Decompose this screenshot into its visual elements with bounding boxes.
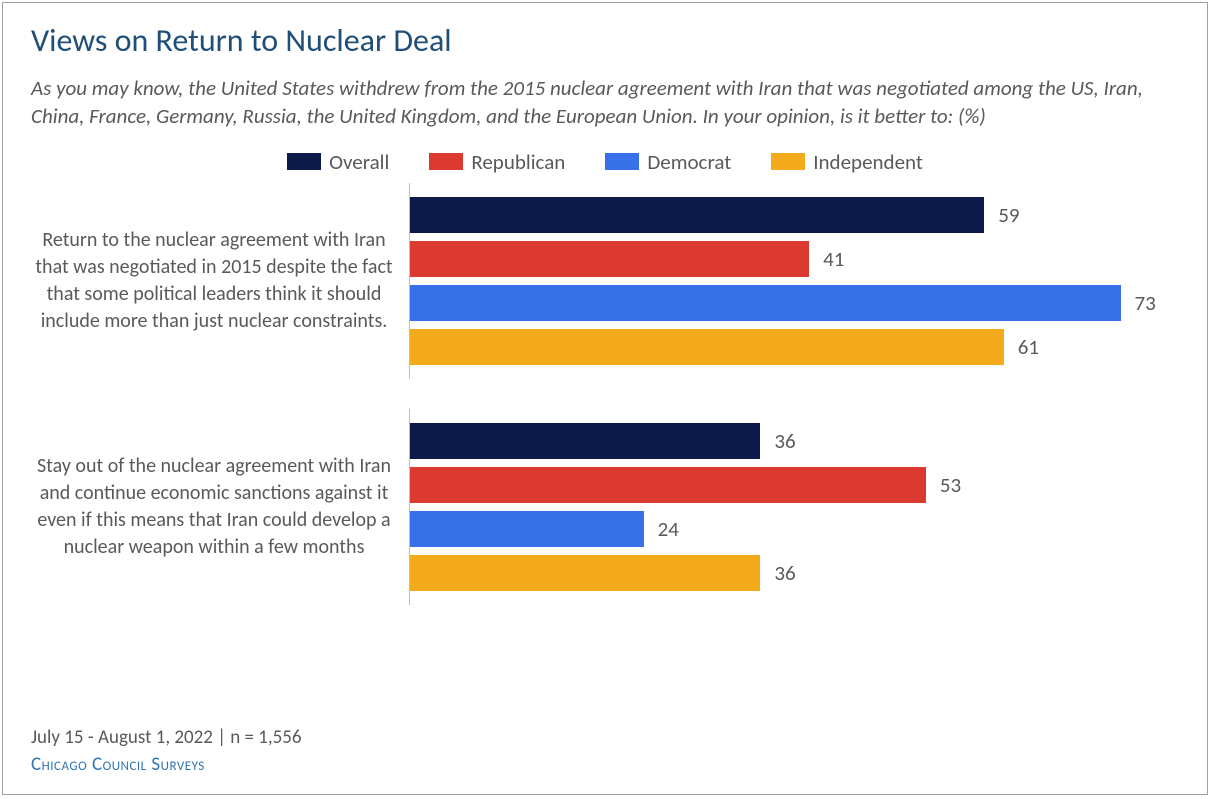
chart-group: Stay out of the nuclear agreement with I…	[31, 409, 1177, 605]
bar-overall	[410, 423, 760, 459]
legend-swatch	[771, 153, 805, 170]
chart-plot-area: Return to the nuclear agreement with Ira…	[3, 183, 1207, 605]
footer-meta: July 15 - August 1, 2022 | n = 1,556	[31, 726, 302, 749]
bar-overall	[410, 197, 984, 233]
chart-subtitle: As you may know, the United States withd…	[3, 60, 1207, 131]
legend-label: Overall	[329, 149, 389, 175]
chart-group: Return to the nuclear agreement with Ira…	[31, 183, 1177, 379]
chart-title: Views on Return to Nuclear Deal	[3, 3, 1207, 60]
bar-independent	[410, 329, 1004, 365]
bar-democrat	[410, 285, 1121, 321]
bar-value-label: 73	[1121, 290, 1156, 316]
bar-value-label: 36	[760, 560, 795, 586]
legend-label: Independent	[813, 149, 923, 175]
legend-swatch	[429, 153, 463, 170]
bar-row: 53	[410, 465, 1177, 505]
bar-democrat	[410, 511, 644, 547]
legend-label: Republican	[471, 149, 565, 175]
bar-row: 36	[410, 421, 1177, 461]
legend-item-independent: Independent	[771, 149, 923, 175]
footer-source: Chicago Council Surveys	[31, 753, 302, 776]
category-label: Return to the nuclear agreement with Ira…	[31, 227, 409, 335]
bar-row: 73	[410, 283, 1177, 323]
bar-value-label: 61	[1004, 334, 1039, 360]
legend-item-overall: Overall	[287, 149, 389, 175]
bar-row: 61	[410, 327, 1177, 367]
legend-label: Democrat	[647, 149, 731, 175]
bar-value-label: 41	[809, 246, 844, 272]
bars-column: 59 41 73 61	[409, 183, 1177, 379]
legend-item-democrat: Democrat	[605, 149, 731, 175]
bar-republican	[410, 467, 926, 503]
chart-footer: July 15 - August 1, 2022 | n = 1,556 Chi…	[31, 726, 302, 776]
chart-container: Views on Return to Nuclear Deal As you m…	[2, 2, 1208, 795]
bar-row: 24	[410, 509, 1177, 549]
bar-row: 41	[410, 239, 1177, 279]
category-label: Stay out of the nuclear agreement with I…	[31, 453, 409, 561]
legend-swatch	[287, 153, 321, 170]
bar-value-label: 24	[644, 516, 679, 542]
bar-republican	[410, 241, 809, 277]
legend: Overall Republican Democrat Independent	[3, 131, 1207, 183]
bar-value-label: 59	[984, 202, 1019, 228]
bars-column: 36 53 24 36	[409, 409, 1177, 605]
legend-swatch	[605, 153, 639, 170]
bar-value-label: 36	[760, 428, 795, 454]
legend-item-republican: Republican	[429, 149, 565, 175]
bar-row: 59	[410, 195, 1177, 235]
bar-row: 36	[410, 553, 1177, 593]
bar-independent	[410, 555, 760, 591]
bar-value-label: 53	[926, 472, 961, 498]
